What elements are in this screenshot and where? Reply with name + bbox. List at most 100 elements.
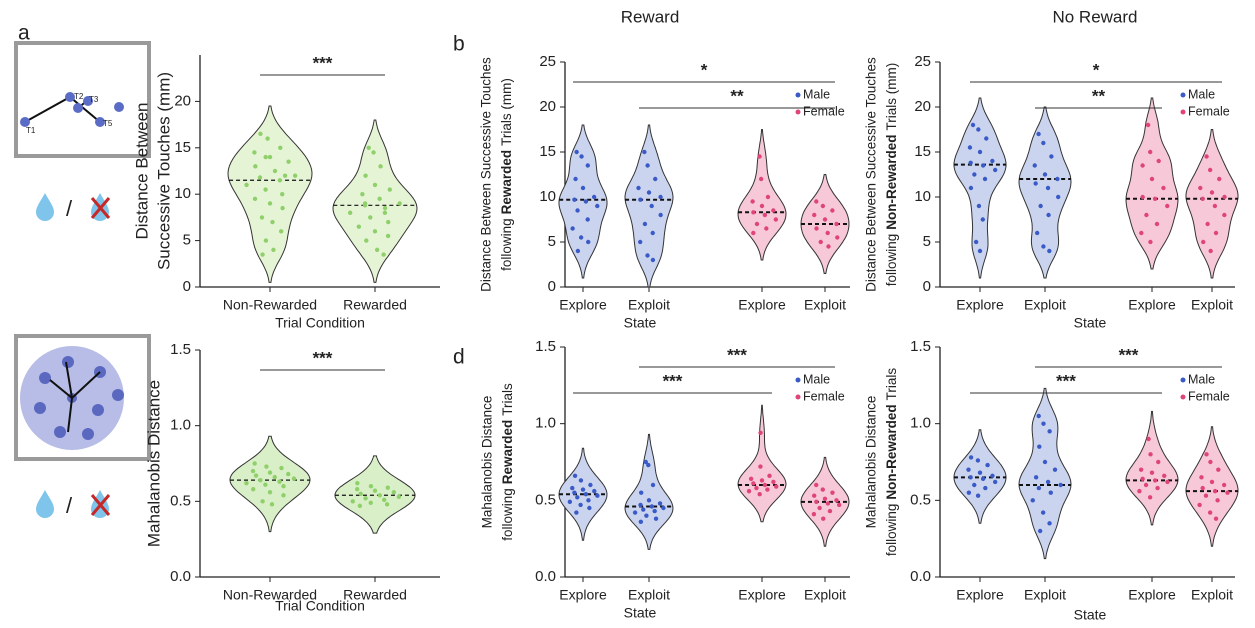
data-point	[357, 503, 363, 509]
data-point	[658, 212, 663, 218]
x-tick-label: Explore	[956, 587, 1004, 603]
x-tick-label: Explore	[956, 297, 1004, 313]
data-point	[1037, 444, 1042, 449]
x-tick-label: Explore	[738, 297, 786, 313]
data-point	[1208, 248, 1213, 254]
data-point	[1047, 521, 1052, 526]
data-point	[652, 508, 657, 514]
data-point	[765, 487, 770, 492]
x-axis-label: Trial Condition	[275, 598, 365, 614]
legend-marker	[795, 109, 801, 115]
label-part: Trials (mm)	[884, 63, 899, 131]
data-point	[1036, 485, 1042, 491]
data-point	[1148, 452, 1153, 457]
data-point	[282, 173, 288, 178]
data-point	[980, 163, 986, 168]
panel-label: d	[453, 346, 465, 369]
data-point	[1138, 467, 1144, 472]
data-point	[1139, 230, 1144, 236]
label-part: Trials	[884, 368, 899, 401]
data-point	[1047, 429, 1052, 434]
data-point	[1030, 498, 1035, 503]
data-point	[771, 208, 776, 213]
data-point	[252, 196, 258, 202]
data-point	[267, 154, 273, 160]
significance-label: ***	[313, 348, 333, 367]
data-point	[811, 511, 817, 517]
y-tick-label: 20	[539, 98, 556, 115]
data-point	[820, 487, 825, 492]
data-point	[586, 239, 591, 245]
data-point	[381, 497, 387, 503]
data-point	[271, 247, 276, 253]
legend-marker	[1180, 109, 1186, 115]
violin	[624, 124, 674, 288]
data-point	[567, 499, 573, 505]
data-point	[1042, 172, 1048, 177]
x-tick-label: Exploit	[628, 297, 670, 313]
chart-title: No Reward	[1052, 7, 1137, 26]
x-tick-label: Exploit	[1024, 297, 1066, 313]
data-point	[575, 495, 580, 500]
data-point	[1204, 154, 1209, 159]
y-tick-label: 0.5	[170, 492, 191, 509]
violin	[737, 404, 787, 523]
data-point	[1213, 516, 1219, 521]
data-point	[1149, 470, 1155, 475]
data-point	[814, 199, 819, 204]
data-point	[1154, 221, 1160, 227]
data-point	[377, 196, 382, 202]
data-point	[1148, 239, 1153, 245]
legend-marker	[1180, 377, 1186, 383]
violin	[737, 129, 787, 261]
x-tick-label: Rewarded	[343, 587, 407, 603]
data-point	[578, 502, 583, 508]
data-point	[1203, 493, 1209, 498]
data-point	[650, 482, 656, 488]
data-point	[1040, 510, 1046, 515]
data-point	[758, 430, 763, 436]
violin	[953, 429, 1007, 524]
data-point	[970, 122, 976, 128]
data-point	[368, 484, 374, 489]
data-point	[818, 239, 823, 245]
y-tick-label: 0.5	[535, 491, 556, 508]
data-point	[396, 494, 402, 499]
significance-label: ***	[1056, 371, 1076, 390]
label-part: Non-Rewarded	[884, 134, 899, 229]
data-point	[368, 215, 373, 220]
data-point	[387, 187, 393, 192]
data-point	[968, 455, 974, 460]
data-point	[572, 473, 578, 478]
data-point	[764, 226, 769, 231]
data-point	[573, 176, 578, 182]
data-point	[263, 187, 268, 192]
y-axis-label: Mahalanobis Distance	[864, 396, 879, 529]
y-tick-label: 15	[174, 139, 191, 156]
data-point	[638, 519, 644, 524]
data-point	[1146, 436, 1151, 442]
data-point	[1222, 212, 1227, 218]
data-point	[967, 145, 973, 150]
y-tick-label: 5	[923, 233, 931, 250]
x-tick-label: Explore	[559, 587, 607, 603]
data-point	[1207, 510, 1213, 515]
data-point	[812, 212, 817, 218]
data-point	[378, 164, 383, 169]
y-axis-label: Distance Between Successive Touches	[479, 57, 494, 292]
legend-marker	[795, 377, 801, 383]
data-point	[252, 461, 257, 466]
data-point	[1156, 459, 1161, 465]
data-point	[280, 192, 285, 197]
data-point	[350, 499, 355, 504]
label-part: following	[499, 218, 514, 271]
data-point	[286, 159, 291, 164]
data-point	[1209, 479, 1215, 485]
data-point	[578, 478, 584, 483]
data-point	[767, 473, 772, 478]
violin	[1125, 410, 1179, 526]
data-point	[645, 253, 650, 258]
data-point	[260, 252, 265, 257]
y-axis-label: following Rewarded Trials (mm)	[499, 78, 514, 271]
